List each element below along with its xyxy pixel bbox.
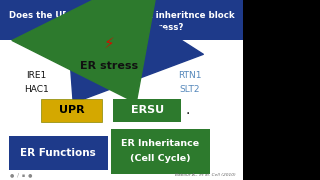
Text: SLT2: SLT2 (180, 86, 200, 94)
Text: .: . (185, 103, 189, 117)
Text: Babour A., et al. Cell (2010): Babour A., et al. Cell (2010) (175, 173, 236, 177)
FancyBboxPatch shape (111, 129, 210, 174)
Text: ER stress: ER stress (80, 61, 139, 71)
Text: RTN1: RTN1 (178, 71, 202, 80)
Text: UPR: UPR (59, 105, 84, 115)
Text: ERSU: ERSU (131, 105, 164, 115)
Text: HAC1: HAC1 (24, 86, 49, 94)
Text: ER Functions: ER Functions (20, 148, 96, 158)
FancyBboxPatch shape (0, 0, 243, 40)
Text: ●  /  ▪  ●: ● / ▪ ● (10, 173, 32, 177)
Text: in response to ER stress?: in response to ER stress? (60, 23, 183, 32)
Text: ⚡: ⚡ (104, 36, 115, 51)
Text: Does the UPR mediate the ER inheritnce block: Does the UPR mediate the ER inheritnce b… (9, 11, 235, 20)
FancyBboxPatch shape (9, 136, 108, 170)
FancyBboxPatch shape (113, 99, 181, 122)
FancyBboxPatch shape (41, 99, 102, 122)
FancyBboxPatch shape (0, 40, 243, 180)
Text: IRE1: IRE1 (26, 71, 47, 80)
Text: ER Inheritance: ER Inheritance (122, 140, 200, 148)
Text: (Cell Cycle): (Cell Cycle) (130, 154, 191, 163)
